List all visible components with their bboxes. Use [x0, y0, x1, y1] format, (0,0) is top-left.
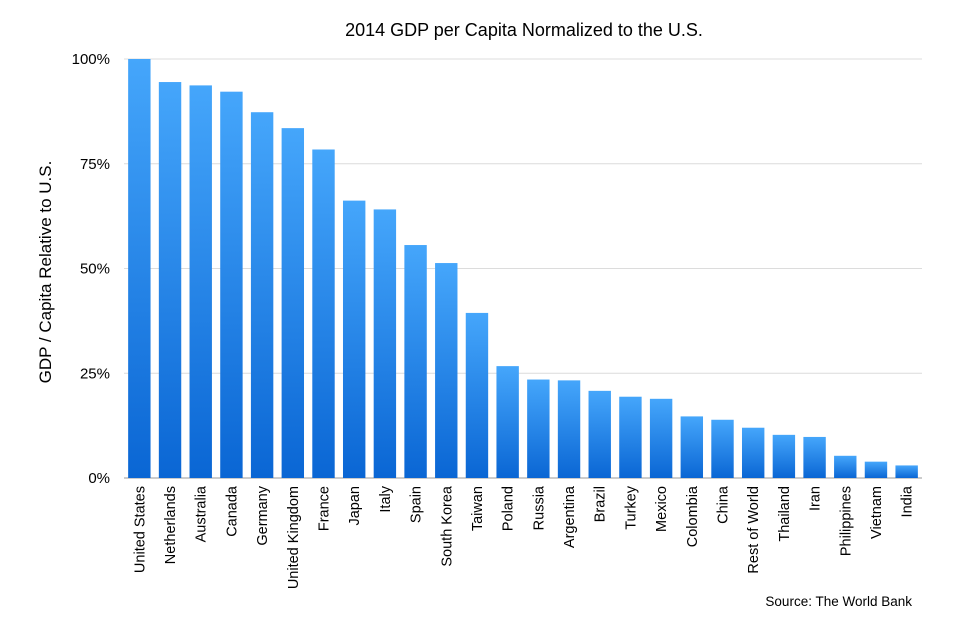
bar — [711, 419, 734, 478]
x-category-label: Brazil — [593, 486, 609, 522]
x-category-label: Mexico — [654, 486, 670, 532]
x-category-label: Spain — [409, 486, 425, 523]
bar — [435, 263, 458, 478]
y-tick-label: 0% — [88, 470, 110, 487]
x-category-label: Taiwan — [470, 486, 486, 531]
bar — [465, 312, 489, 478]
x-category-label: Netherlands — [163, 486, 179, 564]
bar — [803, 436, 826, 478]
y-tick-labels: 0% 25% 50% 75% 100% — [72, 51, 110, 487]
x-category-label: South Korea — [439, 485, 455, 567]
bar — [250, 112, 274, 478]
bar — [158, 82, 182, 479]
bar — [772, 434, 796, 478]
x-category-labels: United States Netherlands Australia Canada G… — [132, 485, 915, 589]
x-category-label: Colombia — [685, 485, 701, 547]
bar — [128, 59, 151, 478]
x-category-label: Australia — [194, 485, 210, 542]
bar — [588, 390, 611, 478]
x-category-label: Philippines — [838, 486, 854, 556]
bar — [557, 380, 581, 478]
source-note: Source: The World Bank — [765, 594, 912, 609]
bar — [834, 455, 857, 478]
bar — [527, 379, 550, 478]
x-category-label: Iran — [808, 486, 824, 511]
x-category-label: Turkey — [623, 485, 639, 530]
bars — [128, 59, 918, 479]
x-category-label: United States — [132, 486, 148, 573]
y-tick-label: 50% — [80, 261, 110, 278]
x-category-label: Italy — [378, 485, 394, 512]
x-category-label: Russia — [531, 485, 547, 530]
chart-title: 2014 GDP per Capita Normalized to the U.… — [345, 20, 703, 40]
bar — [619, 396, 642, 478]
x-category-label: Vietnam — [869, 486, 885, 539]
x-category-label: Argentina — [562, 485, 578, 548]
x-category-label: United Kingdom — [286, 486, 302, 589]
bar — [281, 128, 305, 478]
gridlines — [124, 58, 922, 479]
x-category-label: Japan — [347, 486, 363, 526]
bar — [649, 398, 673, 478]
y-tick-label: 75% — [80, 156, 110, 173]
x-category-label: India — [900, 485, 916, 517]
bar — [864, 461, 888, 478]
bar — [404, 245, 427, 478]
bar — [741, 427, 765, 478]
x-category-label: Poland — [501, 486, 517, 531]
bar — [680, 416, 704, 478]
x-category-label: China — [716, 485, 732, 524]
bar — [220, 91, 243, 478]
x-category-label: France — [317, 486, 333, 531]
y-tick-label: 100% — [72, 51, 110, 68]
x-category-label: Canada — [224, 485, 240, 537]
bar — [189, 85, 212, 478]
bar — [496, 366, 519, 478]
bar — [342, 200, 366, 478]
y-axis-label: GDP / Capita Relative to U.S. — [36, 161, 55, 384]
x-category-label: Germany — [255, 485, 271, 545]
x-category-label: Thailand — [777, 486, 793, 542]
bar — [373, 209, 397, 478]
bar — [312, 149, 335, 478]
x-category-label: Rest of World — [746, 486, 762, 574]
bar — [895, 465, 918, 478]
y-tick-label: 25% — [80, 365, 110, 382]
